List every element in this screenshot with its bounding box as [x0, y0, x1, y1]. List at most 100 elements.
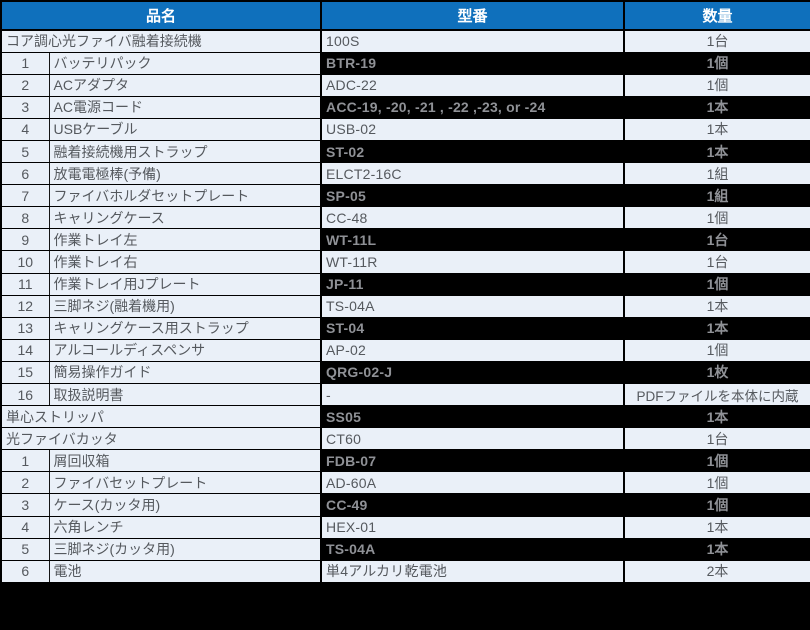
model-number-cell: CT60	[321, 427, 626, 451]
quantity-cell: 1枚	[624, 360, 810, 385]
table-row: 9 作業トレイ左 WT-11L 1台	[0, 228, 810, 252]
row-number-cell: 5	[0, 537, 50, 561]
model-number-cell: 単4アルカリ乾電池	[321, 559, 626, 583]
table-row: 6 放電電極棒(予備) ELCT2-16C 1組	[0, 162, 810, 186]
column-header-model-number: 型番	[320, 0, 626, 31]
table-row: 12 三脚ネジ(融着機用) TS-04A 1本	[0, 294, 810, 318]
model-number-cell: SS05	[321, 405, 626, 429]
model-number-cell: CC-49	[321, 493, 626, 517]
table-row: 7 ファイバホルダセットプレート SP-05 1組	[0, 184, 810, 208]
item-name-cell: 簡易操作ガイド	[49, 360, 323, 385]
model-number-cell: AP-02	[321, 338, 626, 362]
quantity-cell: 1本	[624, 117, 810, 141]
table-row: 6 電池 単4アルカリ乾電池 2本	[0, 559, 810, 583]
model-number-cell: USB-02	[321, 117, 626, 141]
table-row: 3 ケース(カッタ用) CC-49 1個	[0, 493, 810, 517]
parts-table: 品名 型番 数量 コア調心光ファイバ融着接続機 100S 1台 1 バッテリパック BTR…	[0, 0, 810, 583]
table-row: 13 キャリングケース用ストラップ ST-04 1本	[0, 316, 810, 340]
row-number-cell: 10	[0, 250, 50, 274]
model-number-cell: AD-60A	[321, 471, 626, 495]
model-number-cell: ST-04	[321, 316, 626, 340]
model-number-cell: -	[321, 382, 626, 407]
table-row: 2 ACアダプタ ADC-22 1個	[0, 73, 810, 97]
row-number-cell: 1	[0, 51, 50, 75]
table-bottom-border	[0, 582, 810, 590]
quantity-cell: 1組	[624, 162, 810, 186]
row-number-cell: 2	[0, 73, 50, 97]
row-number-cell: 8	[0, 206, 50, 230]
item-name-cell: コア調心光ファイバ融着接続機	[0, 29, 323, 53]
model-number-cell: QRG-02-J	[321, 360, 626, 385]
model-number-cell: CC-48	[321, 206, 626, 230]
model-number-cell: ADC-22	[321, 73, 626, 97]
row-number-cell: 5	[0, 139, 50, 164]
row-number-cell: 6	[0, 162, 50, 186]
header-row: 品名 型番 数量	[0, 0, 810, 31]
row-number-cell: 6	[0, 559, 50, 583]
row-number-cell: 3	[0, 95, 50, 119]
table-row: 10 作業トレイ右 WT-11R 1台	[0, 250, 810, 274]
item-name-cell: アルコールディスペンサ	[49, 338, 323, 362]
quantity-cell: 1本	[624, 294, 810, 318]
table-row: 5 三脚ネジ(カッタ用) TS-04A 1本	[0, 537, 810, 561]
quantity-cell: 1台	[624, 250, 810, 274]
quantity-cell: 1個	[624, 338, 810, 362]
item-name-cell: 三脚ネジ(カッタ用)	[49, 537, 323, 561]
quantity-cell: 1本	[624, 537, 810, 561]
table-row: 光ファイバカッタ CT60 1台	[0, 427, 810, 451]
quantity-cell: 1台	[624, 29, 810, 53]
table-row: 単心ストリッパ SS05 1本	[0, 405, 810, 429]
table-row: 4 USBケーブル USB-02 1本	[0, 117, 810, 141]
model-number-cell: TS-04A	[321, 537, 626, 561]
row-number-cell: 12	[0, 294, 50, 318]
item-name-cell: ACアダプタ	[49, 73, 323, 97]
quantity-cell: 1個	[624, 51, 810, 75]
item-name-cell: AC電源コード	[49, 95, 323, 119]
quantity-cell: 1台	[624, 427, 810, 451]
item-name-cell: 屑回収箱	[49, 449, 323, 473]
model-number-cell: ELCT2-16C	[321, 162, 626, 186]
model-number-cell: ACC-19, -20, -21 , -22 ,-23, or -24	[321, 95, 626, 119]
column-header-item-name: 品名	[0, 0, 323, 31]
item-name-cell: 作業トレイ右	[49, 250, 323, 274]
item-name-cell: 取扱説明書	[49, 382, 323, 407]
item-name-cell: 単心ストリッパ	[0, 405, 323, 429]
model-number-cell: TS-04A	[321, 294, 626, 318]
table-row: 14 アルコールディスペンサ AP-02 1個	[0, 338, 810, 362]
model-number-cell: 100S	[321, 29, 626, 53]
column-header-quantity: 数量	[623, 0, 810, 31]
table-row: 2 ファイバセットプレート AD-60A 1個	[0, 471, 810, 495]
row-number-cell: 15	[0, 360, 50, 385]
model-number-cell: ST-02	[321, 139, 626, 164]
table-row: 1 バッテリパック BTR-19 1個	[0, 51, 810, 75]
table-row: 4 六角レンチ HEX-01 1本	[0, 515, 810, 539]
table-body: コア調心光ファイバ融着接続機 100S 1台 1 バッテリパック BTR-19 1個 2 ACア…	[0, 29, 810, 583]
table-row: 1 屑回収箱 FDB-07 1個	[0, 449, 810, 473]
table-row: 8 キャリングケース CC-48 1個	[0, 206, 810, 230]
item-name-cell: 作業トレイ用Jプレート	[49, 272, 323, 296]
table-header: 品名 型番 数量	[0, 0, 810, 31]
row-number-cell: 4	[0, 515, 50, 539]
table-row: 11 作業トレイ用Jプレート JP-11 1個	[0, 272, 810, 296]
table-row: 5 融着接続機用ストラップ ST-02 1本	[0, 139, 810, 164]
row-number-cell: 9	[0, 228, 50, 252]
item-name-cell: USBケーブル	[49, 117, 323, 141]
quantity-cell: 1個	[624, 73, 810, 97]
quantity-cell: 1組	[624, 184, 810, 208]
quantity-cell: 1個	[624, 493, 810, 517]
model-number-cell: HEX-01	[321, 515, 626, 539]
item-name-cell: 電池	[49, 559, 323, 583]
row-number-cell: 16	[0, 382, 50, 407]
model-number-cell: WT-11L	[321, 228, 626, 252]
item-name-cell: 作業トレイ左	[49, 228, 323, 252]
model-number-cell: FDB-07	[321, 449, 626, 473]
item-name-cell: 六角レンチ	[49, 515, 323, 539]
quantity-cell: 1個	[624, 272, 810, 296]
quantity-cell: 1個	[624, 471, 810, 495]
row-number-cell: 4	[0, 117, 50, 141]
item-name-cell: 融着接続機用ストラップ	[49, 139, 323, 164]
quantity-cell: 1本	[624, 515, 810, 539]
item-name-cell: キャリングケース	[49, 206, 323, 230]
model-number-cell: WT-11R	[321, 250, 626, 274]
item-name-cell: ファイバホルダセットプレート	[49, 184, 323, 208]
